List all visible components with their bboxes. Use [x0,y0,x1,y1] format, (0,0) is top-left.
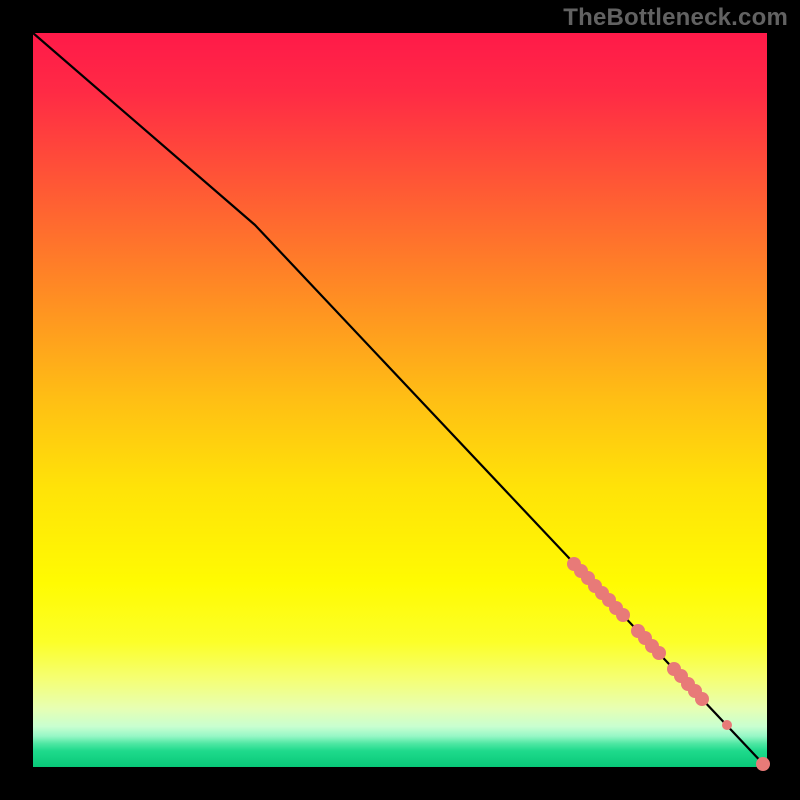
data-point [616,608,630,622]
data-point [652,646,666,660]
data-point [756,757,770,771]
canvas: TheBottleneck.com [0,0,800,800]
data-point [695,692,709,706]
bottleneck-chart [0,0,800,800]
data-point [722,720,732,730]
watermark-text: TheBottleneck.com [563,4,788,32]
